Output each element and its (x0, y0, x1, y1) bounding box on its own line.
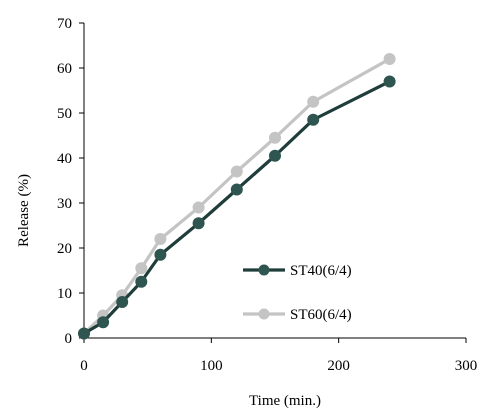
x-tick-label: 0 (80, 358, 88, 374)
data-point (192, 217, 205, 230)
legend-marker (258, 308, 270, 320)
data-point (230, 183, 243, 196)
data-point (383, 53, 396, 65)
data-point (230, 165, 243, 178)
series-line (83, 80, 391, 335)
series-0 (78, 75, 396, 340)
legend-marker (258, 264, 270, 276)
y-axis-label: Release (%) (16, 174, 32, 247)
data-point (135, 275, 148, 288)
data-point (307, 95, 320, 108)
x-axis-label: Time (min.) (249, 393, 321, 409)
legend: ST40(6/4) ST60(6/4) (243, 263, 352, 323)
x-tick-label: 100 (200, 358, 223, 374)
legend-label: ST60(6/4) (290, 307, 352, 323)
data-point (192, 201, 205, 214)
x-tick-label: 300 (455, 358, 478, 374)
data-point (154, 233, 167, 245)
y-tick-label: 60 (57, 61, 72, 77)
y-tick-label: 50 (57, 106, 72, 122)
y-tick-label: 10 (57, 286, 72, 302)
data-point (154, 248, 167, 261)
x-tick-label: 200 (327, 358, 350, 374)
y-tick-label: 20 (57, 241, 72, 257)
legend-item: ST60(6/4) (243, 307, 352, 323)
y-tick-label: 30 (57, 196, 72, 212)
y-tick-label: 70 (57, 16, 72, 32)
y-ticks: 0 10 20 30 40 50 60 70 (57, 16, 84, 347)
data-point (383, 75, 396, 88)
axes (83, 23, 466, 339)
data-point (116, 296, 129, 308)
legend-item: ST40(6/4) (243, 263, 352, 279)
legend-label: ST40(6/4) (290, 263, 352, 279)
series-line (82, 57, 391, 335)
data-point (269, 131, 281, 144)
series-layer (78, 53, 396, 340)
data-point (135, 262, 148, 275)
x-ticks: 0 100 200 300 (80, 338, 477, 374)
y-tick-label: 40 (57, 151, 72, 167)
y-tick-label: 0 (65, 331, 73, 347)
data-point (307, 113, 320, 126)
series-1 (78, 53, 396, 340)
data-point (269, 149, 281, 162)
data-point (78, 327, 90, 340)
data-point (97, 316, 110, 329)
